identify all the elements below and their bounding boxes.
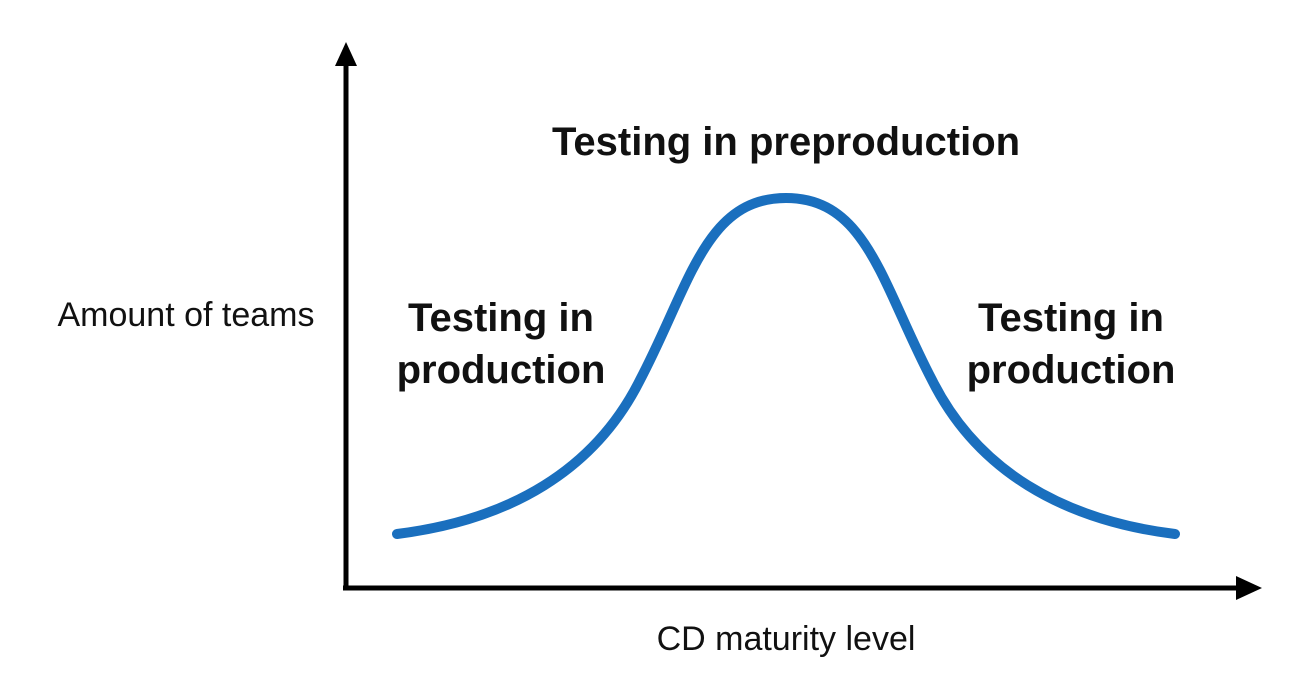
- x-axis-label: CD maturity level: [657, 620, 916, 658]
- y-axis-label: Amount of teams: [57, 296, 314, 334]
- right-label-line1: Testing in: [978, 296, 1164, 340]
- x-axis-arrow-icon: [1236, 576, 1262, 600]
- right-label-line2: production: [967, 348, 1176, 392]
- left-label-line1: Testing in: [408, 296, 594, 340]
- left-label-line2: production: [397, 348, 606, 392]
- peak-label: Testing in preproduction: [552, 120, 1020, 164]
- y-axis-arrow-icon: [335, 42, 357, 66]
- bell-curve: [392, 192, 1180, 539]
